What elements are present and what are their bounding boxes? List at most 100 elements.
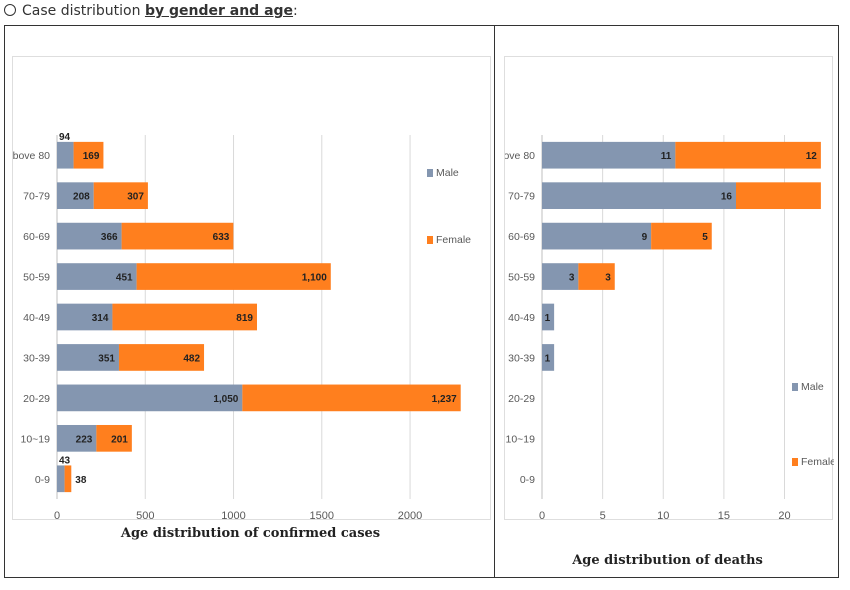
heading-suffix: : <box>293 3 298 19</box>
bar-female <box>118 344 205 371</box>
bar-male <box>57 263 137 290</box>
bar-male <box>57 141 74 169</box>
data-label-female: 201 <box>111 434 128 445</box>
confirmed-cases-panel: 0 500 1000 1500 2000 Above 80 94 169 70-79 208 307… <box>4 25 495 578</box>
data-label-male: 208 <box>73 192 90 203</box>
x-tick-label: 10 <box>657 510 669 521</box>
data-label-female: 38 <box>75 475 87 486</box>
bar-female <box>242 384 461 412</box>
x-tick-label: 500 <box>136 510 154 521</box>
y-category-label: Above 80 <box>13 150 50 162</box>
data-label-male: 3 <box>569 273 575 284</box>
confirmed-cases-caption: Age distribution of confirmed cases <box>120 526 381 541</box>
x-tick-label: 2000 <box>398 510 422 521</box>
deaths-caption: Age distribution of deaths <box>572 553 763 568</box>
data-label-male: 1,050 <box>213 394 238 405</box>
bar-female <box>136 263 331 290</box>
heading-emphasis: by gender and age <box>144 3 294 19</box>
data-label-male: 451 <box>116 273 133 284</box>
data-label-female: 819 <box>236 313 253 324</box>
y-category-label: Above 80 <box>505 150 535 162</box>
deaths-panel: 05101520Above 80111270-791660-699550-593… <box>491 25 839 578</box>
heading-prefix: Case distribution <box>22 3 145 19</box>
y-category-label: 30-39 <box>508 352 535 364</box>
y-category-label: 10~19 <box>506 433 536 445</box>
data-label-female: 5 <box>702 232 708 243</box>
legend-label-male: Male <box>436 167 459 179</box>
bar-male <box>57 303 113 331</box>
data-label-male: 1 <box>545 353 551 364</box>
circle-bullet-icon <box>4 4 16 16</box>
deaths-chart: 05101520Above 80111270-791660-699550-593… <box>491 135 836 522</box>
bar-female <box>675 141 821 169</box>
bar-female <box>93 182 148 210</box>
data-label-female: 482 <box>183 353 200 364</box>
y-category-label: 70-79 <box>23 191 50 203</box>
x-tick-label: 1000 <box>221 510 245 521</box>
y-category-label: 60-69 <box>508 231 535 243</box>
data-label-male: 351 <box>98 353 115 364</box>
legend-label-male: Male <box>801 381 824 393</box>
y-category-label: 40-49 <box>508 312 535 324</box>
data-label-male: 11 <box>661 151 672 162</box>
data-label-male: 16 <box>721 192 733 203</box>
bar-female <box>121 222 234 250</box>
data-label-male: 366 <box>101 232 118 243</box>
y-category-label: 50-59 <box>508 272 535 284</box>
legend-label-female: Female <box>436 234 471 246</box>
legend-swatch-male <box>427 169 433 177</box>
y-category-label: 20-29 <box>508 393 535 405</box>
bar-female <box>96 424 132 452</box>
legend-swatch-female <box>427 236 433 244</box>
bar-female <box>73 141 104 169</box>
data-label-female: 1,100 <box>302 273 327 284</box>
x-tick-label: 5 <box>600 510 606 521</box>
bar-male <box>57 424 97 452</box>
data-label-female: 633 <box>213 232 230 243</box>
bar-male <box>57 384 243 412</box>
data-label-female: 307 <box>127 192 144 203</box>
x-tick-label: 20 <box>778 510 790 521</box>
bar-female <box>578 263 615 290</box>
bar-male <box>542 141 676 169</box>
y-category-label: 0-9 <box>520 474 535 486</box>
x-tick-label: 15 <box>718 510 730 521</box>
bar-male <box>57 344 119 371</box>
y-category-label: 40-49 <box>23 312 50 324</box>
bar-female <box>64 465 72 493</box>
bar-male <box>542 182 736 210</box>
section-heading: Case distribution by gender and age: <box>4 3 298 19</box>
legend-swatch-male <box>792 383 798 391</box>
x-tick-label: 0 <box>54 510 60 521</box>
bar-male <box>542 344 555 371</box>
bar-male <box>57 465 65 493</box>
data-label-male: 94 <box>59 132 71 143</box>
data-label-female: 169 <box>83 151 100 162</box>
y-category-label: 50-59 <box>23 272 50 284</box>
bar-male <box>57 222 122 250</box>
y-category-label: 30-39 <box>23 352 50 364</box>
bar-female <box>736 182 821 210</box>
deaths-plot-area: 05101520Above 80111270-791660-699550-593… <box>491 56 836 522</box>
data-label-male: 43 <box>59 455 71 466</box>
y-category-label: 10~19 <box>21 433 51 445</box>
y-category-label: 20-29 <box>23 393 50 405</box>
data-label-male: 314 <box>92 313 109 324</box>
bar-female <box>112 303 257 331</box>
x-tick-label: 1500 <box>310 510 334 521</box>
confirmed-cases-chart: 0 500 1000 1500 2000 Above 80 94 169 70-79 208 307… <box>6 132 472 522</box>
bar-male <box>542 263 579 290</box>
legend-label-female: Female <box>801 456 834 468</box>
data-label-female: 1,237 <box>432 394 457 405</box>
data-label-male: 9 <box>642 232 648 243</box>
bar-female <box>651 222 712 250</box>
y-category-label: 0-9 <box>35 474 50 486</box>
data-label-female: 3 <box>605 273 611 284</box>
confirmed-cases-plot-area: 0 500 1000 1500 2000 Above 80 94 169 70-79 208 307… <box>6 56 491 522</box>
bar-male <box>542 222 652 250</box>
y-category-label: 60-69 <box>23 231 50 243</box>
bar-male <box>542 303 555 331</box>
data-label-female: 12 <box>806 151 818 162</box>
data-label-male: 223 <box>76 434 93 445</box>
y-category-label: 70-79 <box>508 191 535 203</box>
